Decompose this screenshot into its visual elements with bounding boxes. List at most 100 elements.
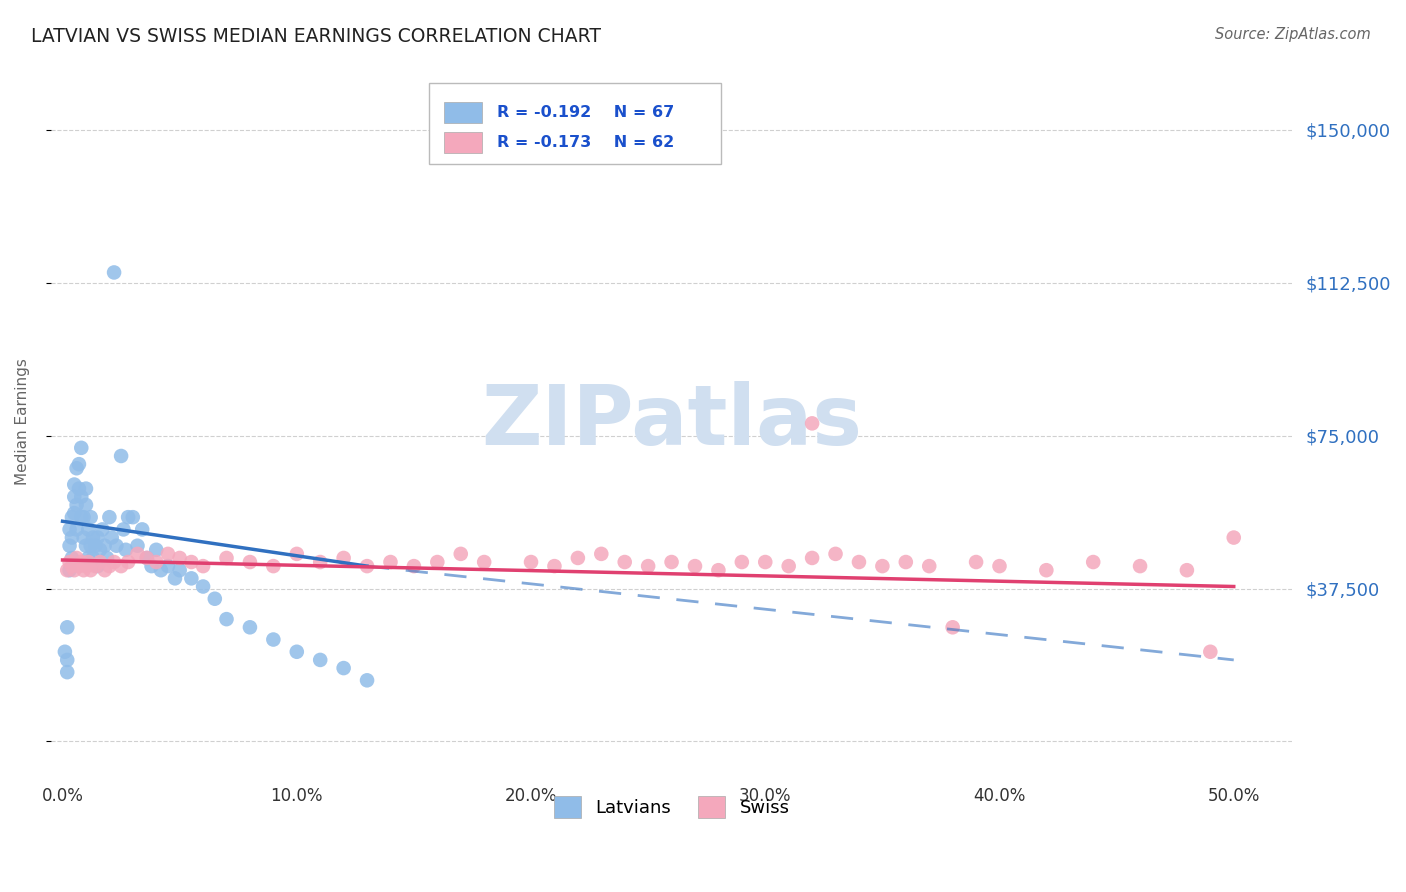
Point [520, 555, 543, 569]
Point [91, 523, 114, 537]
Point [65, 523, 87, 537]
Point [56, 653, 79, 667]
Point [65, 498, 87, 512]
Point [63, 490, 86, 504]
Point [591, 547, 613, 561]
Point [110, 559, 132, 574]
Point [402, 559, 425, 574]
Point [661, 555, 683, 569]
Point [637, 559, 659, 574]
Point [156, 547, 179, 561]
Point [872, 559, 894, 574]
Point [60, 559, 83, 574]
Point [63, 563, 86, 577]
Point [75, 539, 97, 553]
Point [262, 632, 284, 647]
Point [215, 551, 238, 566]
Point [163, 571, 186, 585]
Point [131, 523, 153, 537]
Point [239, 555, 262, 569]
Point [156, 559, 179, 574]
Point [145, 555, 167, 569]
Point [103, 555, 125, 569]
Point [285, 645, 308, 659]
Point [191, 559, 214, 574]
Point [110, 449, 132, 463]
Y-axis label: Median Earnings: Median Earnings [15, 358, 30, 484]
Point [65, 461, 87, 475]
Point [77, 523, 100, 537]
Point [70, 510, 93, 524]
Point [100, 531, 122, 545]
Point [58, 563, 80, 577]
Point [58, 539, 80, 553]
Point [215, 612, 238, 626]
Bar [444, 132, 482, 153]
Bar [444, 102, 482, 123]
Point [1129, 559, 1152, 574]
Point [70, 555, 93, 569]
Point [141, 559, 163, 574]
Point [942, 620, 965, 634]
Point [112, 523, 135, 537]
Point [801, 551, 824, 566]
Point [70, 441, 93, 455]
Point [93, 563, 115, 577]
Point [683, 559, 706, 574]
Point [613, 555, 636, 569]
Point [1083, 555, 1105, 569]
Point [60, 510, 83, 524]
Point [848, 555, 870, 569]
Point [754, 555, 776, 569]
Point [567, 551, 589, 566]
Point [79, 539, 101, 553]
Point [191, 580, 214, 594]
Point [63, 477, 86, 491]
Point [707, 563, 730, 577]
Point [58, 523, 80, 537]
Point [965, 555, 987, 569]
Point [380, 555, 402, 569]
Point [472, 555, 495, 569]
Point [121, 510, 143, 524]
Point [204, 591, 226, 606]
Text: Source: ZipAtlas.com: Source: ZipAtlas.com [1215, 27, 1371, 42]
Point [127, 547, 149, 561]
Point [103, 265, 125, 279]
FancyBboxPatch shape [429, 83, 721, 164]
Point [79, 563, 101, 577]
Point [332, 661, 354, 675]
Point [67, 482, 90, 496]
Point [239, 620, 262, 634]
Point [1222, 531, 1244, 545]
Point [53, 645, 76, 659]
Text: LATVIAN VS SWISS MEDIAN EARNINGS CORRELATION CHART: LATVIAN VS SWISS MEDIAN EARNINGS CORRELA… [31, 27, 600, 45]
Point [778, 559, 800, 574]
Point [72, 563, 94, 577]
Point [67, 457, 90, 471]
Point [426, 555, 449, 569]
Point [98, 559, 121, 574]
Legend: Latvians, Swiss: Latvians, Swiss [547, 789, 797, 825]
Point [169, 563, 191, 577]
Point [332, 551, 354, 566]
Point [135, 551, 157, 566]
Point [86, 559, 108, 574]
Point [86, 531, 108, 545]
Point [60, 551, 83, 566]
Point [149, 563, 172, 577]
Point [98, 510, 121, 524]
Point [356, 673, 378, 688]
Point [1175, 563, 1198, 577]
Point [180, 571, 202, 585]
Point [988, 559, 1011, 574]
Point [96, 551, 118, 566]
Point [65, 551, 87, 566]
Text: ZIPatlas: ZIPatlas [481, 381, 862, 462]
Point [117, 555, 139, 569]
Point [89, 542, 111, 557]
Point [450, 547, 472, 561]
Point [82, 551, 104, 566]
Point [145, 542, 167, 557]
Point [75, 498, 97, 512]
